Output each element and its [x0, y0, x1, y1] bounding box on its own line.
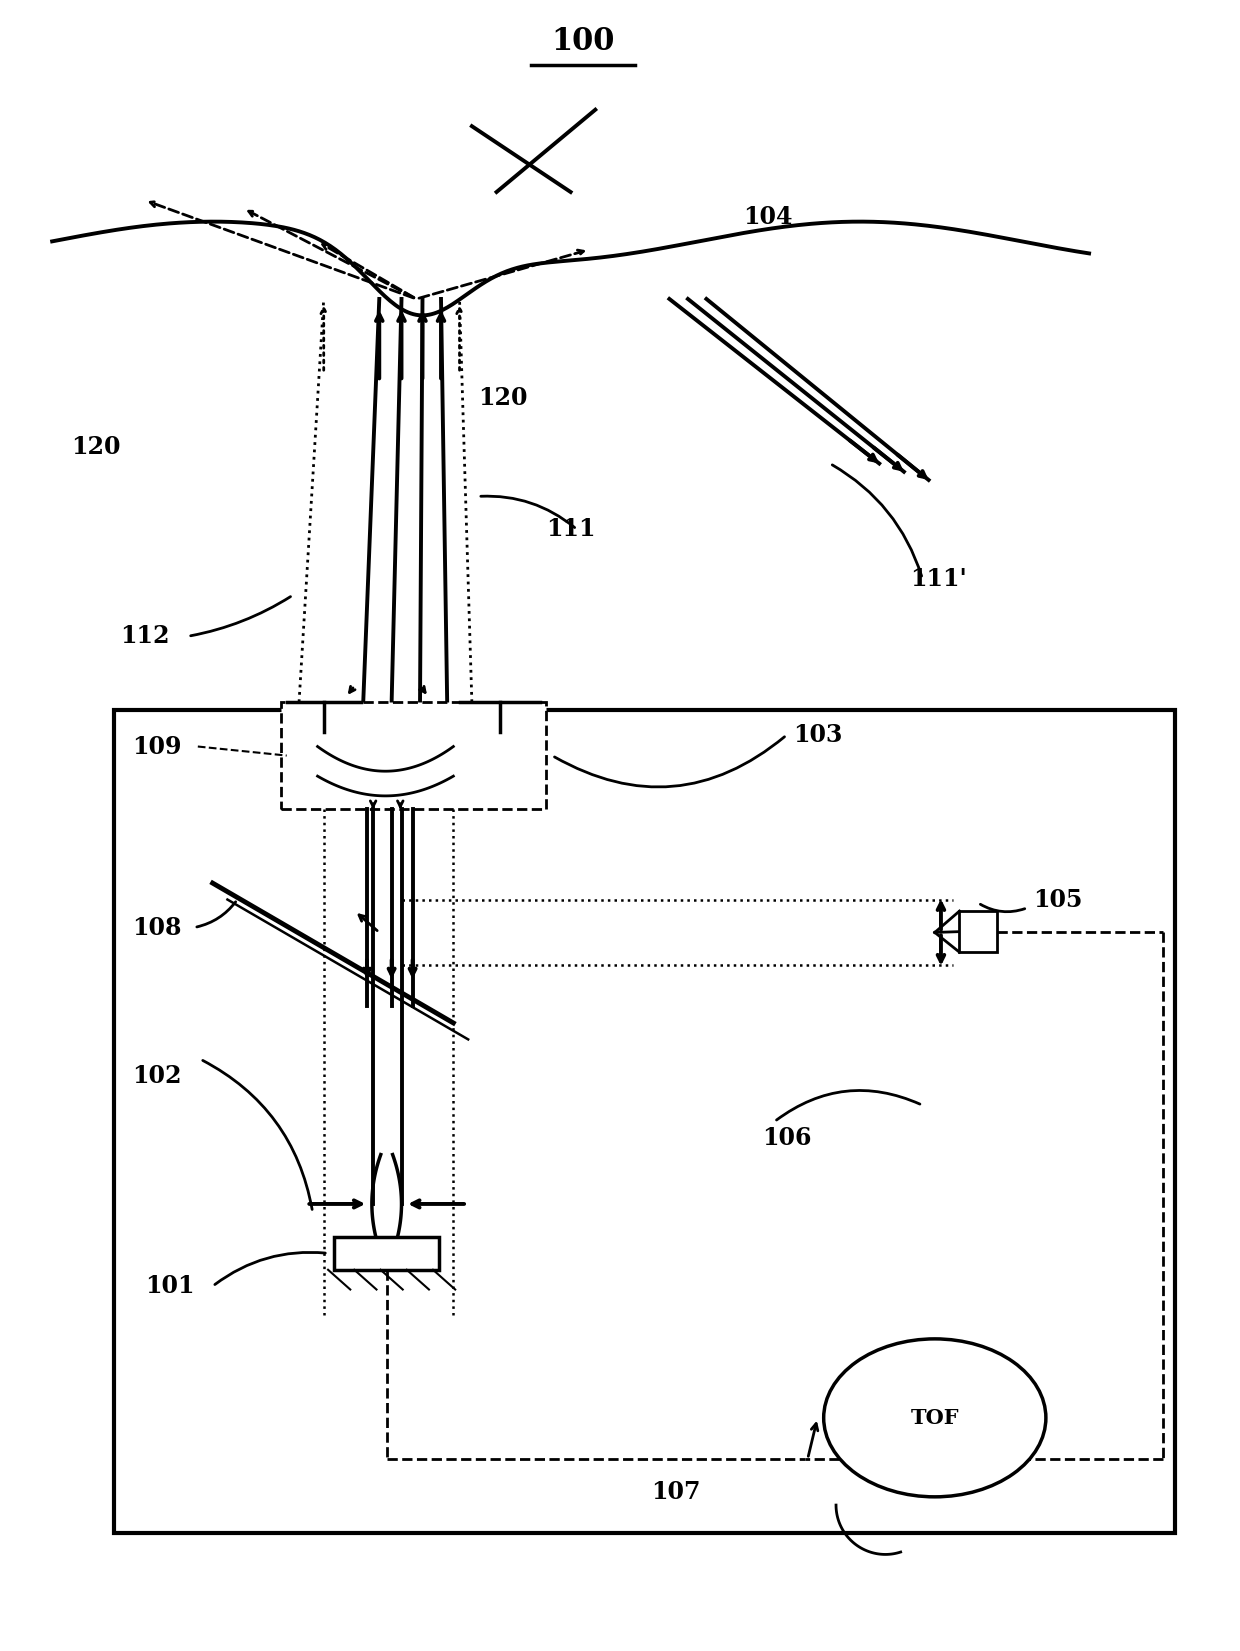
- Text: 120: 120: [479, 386, 527, 409]
- Bar: [280, 702, 546, 809]
- Bar: [114, 710, 1176, 1534]
- Text: 108: 108: [133, 916, 182, 939]
- Text: 106: 106: [761, 1126, 811, 1151]
- Text: 109: 109: [133, 735, 182, 758]
- Text: 111: 111: [546, 517, 595, 542]
- Text: TOF: TOF: [910, 1408, 959, 1428]
- Bar: [335, 1237, 439, 1270]
- Text: 120: 120: [71, 436, 120, 459]
- Bar: [960, 911, 997, 953]
- Text: 104: 104: [744, 205, 792, 229]
- Text: 107: 107: [651, 1479, 701, 1504]
- Text: 111': 111': [910, 566, 967, 591]
- Text: 100: 100: [552, 26, 615, 58]
- Text: 103: 103: [792, 723, 842, 746]
- Text: 101: 101: [145, 1275, 195, 1298]
- Text: 105: 105: [1033, 888, 1083, 911]
- Ellipse shape: [823, 1339, 1045, 1497]
- Text: 102: 102: [133, 1063, 182, 1088]
- Text: 112: 112: [120, 624, 170, 649]
